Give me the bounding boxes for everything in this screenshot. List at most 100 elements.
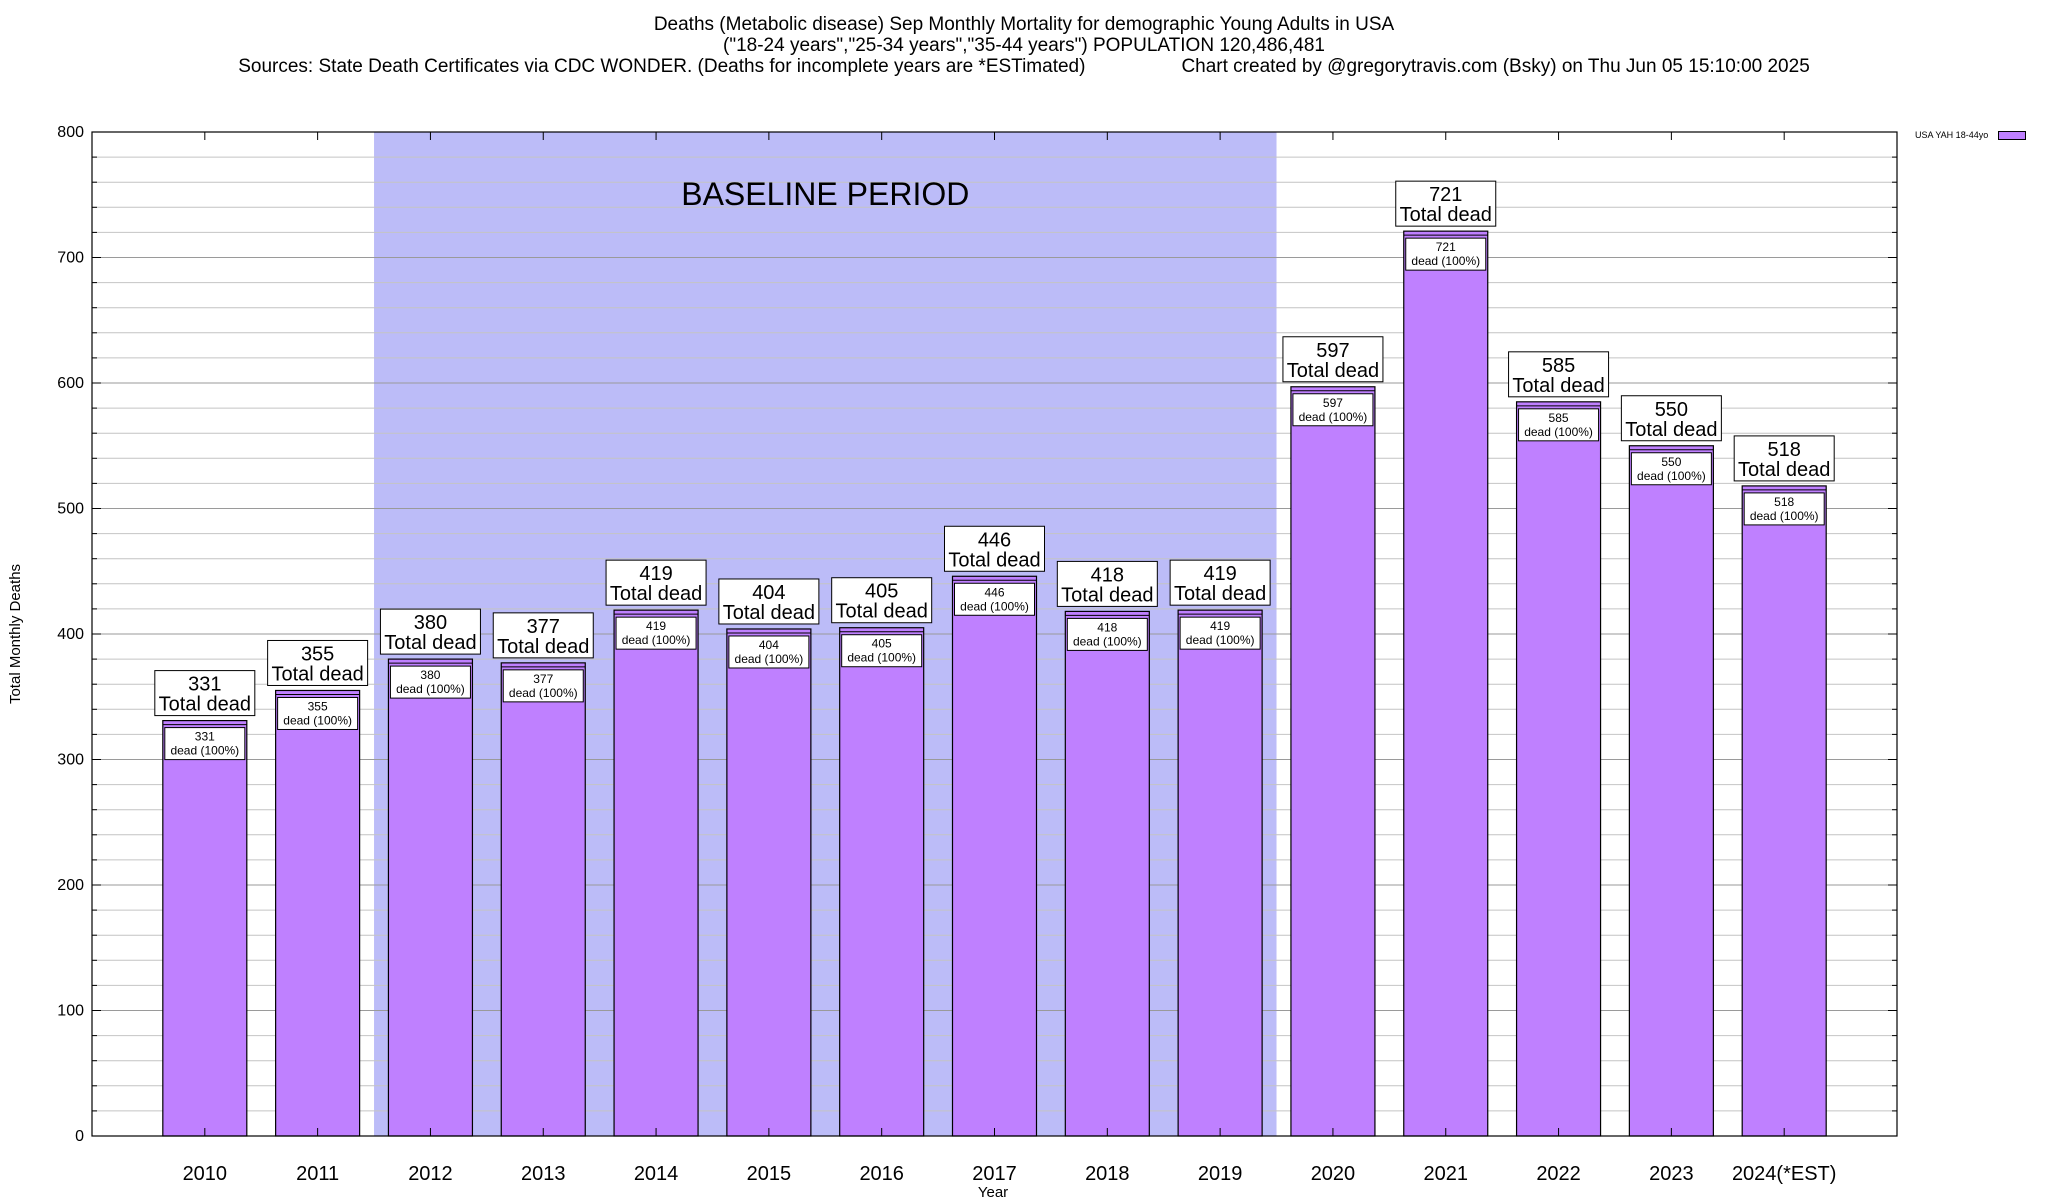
bar-total-label: Total dead bbox=[948, 549, 1040, 571]
bar-total-label-box bbox=[605, 559, 707, 606]
y-tick-label: 100 bbox=[57, 1003, 84, 1020]
x-tick-label: 2018 bbox=[1085, 1163, 1130, 1185]
bar-inner-value: 331 bbox=[195, 730, 215, 744]
bar-inner-label-box bbox=[615, 616, 697, 650]
bar-inner-label: dead (100%) bbox=[1524, 425, 1593, 439]
bar-total-label-box bbox=[1056, 560, 1158, 607]
bar-inner-label-box bbox=[1292, 393, 1374, 427]
x-tick-label: 2014 bbox=[634, 1163, 679, 1185]
bar bbox=[500, 662, 586, 1137]
bar-inner-label: dead (100%) bbox=[1299, 410, 1368, 424]
bar-inner-label-box bbox=[1179, 616, 1261, 650]
bar bbox=[162, 719, 248, 1137]
bar-total-label-box bbox=[944, 525, 1045, 572]
bar-total-label-box bbox=[1733, 435, 1835, 482]
x-tick-label: 2024(*EST) bbox=[1732, 1163, 1837, 1185]
bar-inner-label-box bbox=[1066, 617, 1148, 651]
chart-subtitle: ("18-24 years","25-34 years","35-44 year… bbox=[723, 35, 1325, 56]
bar-inner-label: dead (100%) bbox=[1411, 254, 1480, 268]
bar-inner-label-box bbox=[728, 635, 810, 669]
bar-total-value: 377 bbox=[527, 616, 560, 638]
x-tick-label: 2011 bbox=[296, 1163, 339, 1185]
bar bbox=[1177, 609, 1263, 1137]
chart-credit: Chart created by @gregorytravis.com (Bsk… bbox=[1181, 56, 1810, 77]
bar-inner-label: dead (100%) bbox=[847, 651, 916, 665]
bar-total-label: Total dead bbox=[1738, 459, 1830, 481]
bar-inner-label-box bbox=[164, 727, 246, 761]
bar-inner-value: 377 bbox=[533, 672, 553, 686]
bar-inner-label-box bbox=[841, 634, 923, 668]
bar-inner-label-box bbox=[1405, 237, 1487, 271]
bar-total-label: Total dead bbox=[271, 663, 363, 685]
bar-inner-value: 418 bbox=[1097, 620, 1117, 634]
x-tick-label: 2016 bbox=[859, 1163, 904, 1185]
x-tick-label: 2021 bbox=[1424, 1163, 1469, 1185]
bar-inner-value: 405 bbox=[872, 637, 892, 651]
bar-inner-value: 355 bbox=[308, 699, 328, 713]
bar bbox=[1403, 230, 1489, 1137]
bar-total-label: Total dead bbox=[1287, 360, 1379, 382]
bar-inner-value: 404 bbox=[759, 638, 779, 652]
bar-inner-label-box bbox=[502, 669, 584, 703]
bar-inner-label: dead (100%) bbox=[1073, 634, 1142, 648]
bar-total-label-box bbox=[267, 639, 369, 686]
y-tick-label: 400 bbox=[57, 626, 84, 643]
bar-inner-value: 446 bbox=[984, 585, 1004, 599]
bar-inner-label-box bbox=[1743, 492, 1825, 526]
bar-total-label: Total dead bbox=[1400, 204, 1492, 226]
bar-total-label-box bbox=[1395, 180, 1497, 227]
bar-inner-label: dead (100%) bbox=[1186, 633, 1255, 647]
bar-inner-label: dead (100%) bbox=[509, 686, 578, 700]
bar-total-label-box bbox=[492, 612, 594, 659]
bar bbox=[1741, 485, 1827, 1137]
bar-total-label-box bbox=[1169, 559, 1271, 606]
bar-total-value: 380 bbox=[414, 612, 447, 634]
bar-total-label: Total dead bbox=[1625, 419, 1717, 441]
bar-total-value: 550 bbox=[1655, 399, 1688, 421]
y-tick-label: 500 bbox=[57, 501, 84, 518]
bar-total-value: 446 bbox=[978, 529, 1011, 551]
bar-inner-label: dead (100%) bbox=[396, 682, 465, 696]
bar-total-value: 419 bbox=[1203, 563, 1236, 585]
x-axis-label: Year bbox=[978, 1184, 1008, 1200]
bar-total-label: Total dead bbox=[1061, 584, 1153, 606]
bar-inner-label: dead (100%) bbox=[170, 744, 239, 758]
bar bbox=[839, 627, 925, 1137]
bar-total-label-box bbox=[718, 578, 820, 625]
bar-inner-value: 550 bbox=[1661, 455, 1681, 469]
bar bbox=[1628, 445, 1714, 1137]
bar-inner-label-box bbox=[954, 582, 1035, 616]
bar-inner-value: 518 bbox=[1774, 495, 1794, 509]
bar bbox=[275, 689, 361, 1137]
bar-total-label: Total dead bbox=[384, 632, 476, 654]
chart-source-line: Sources: State Death Certificates via CD… bbox=[0, 56, 2048, 77]
legend-swatch bbox=[1998, 130, 2027, 140]
y-tick-label: 800 bbox=[57, 124, 84, 141]
bar-total-value: 355 bbox=[301, 643, 334, 665]
bar-inner-value: 585 bbox=[1549, 411, 1569, 425]
bar-total-label-box bbox=[379, 608, 481, 655]
bar-inner-value: 419 bbox=[1210, 619, 1230, 633]
bar-total-value: 419 bbox=[639, 563, 672, 585]
baseline-label: BASELINE PERIOD bbox=[681, 176, 969, 212]
bar-total-label-box bbox=[831, 577, 933, 624]
bar-total-value: 418 bbox=[1091, 564, 1124, 586]
bar-total-label: Total dead bbox=[723, 602, 815, 624]
x-tick-label: 2019 bbox=[1198, 1163, 1243, 1185]
chart-titles: Deaths (Metabolic disease) Sep Monthly M… bbox=[0, 14, 2048, 77]
x-tick-label: 2020 bbox=[1311, 1163, 1356, 1185]
bar-total-label: Total dead bbox=[1512, 375, 1604, 397]
bar bbox=[613, 609, 699, 1137]
bar-inner-label: dead (100%) bbox=[283, 713, 352, 727]
chart-title: Deaths (Metabolic disease) Sep Monthly M… bbox=[653, 14, 1395, 35]
y-axis-label: Total Monthly Deaths bbox=[7, 564, 24, 704]
x-tick-label: 2015 bbox=[747, 1163, 792, 1185]
bar-inner-label-box bbox=[389, 665, 471, 699]
legend-label: USA YAH 18-44yo bbox=[1915, 130, 1989, 140]
bar-total-value: 585 bbox=[1542, 355, 1575, 377]
bar-total-label: Total dead bbox=[1174, 583, 1266, 605]
bar-inner-label: dead (100%) bbox=[1637, 469, 1706, 483]
bar-total-label: Total dead bbox=[836, 601, 928, 623]
x-tick-label: 2023 bbox=[1649, 1163, 1694, 1185]
